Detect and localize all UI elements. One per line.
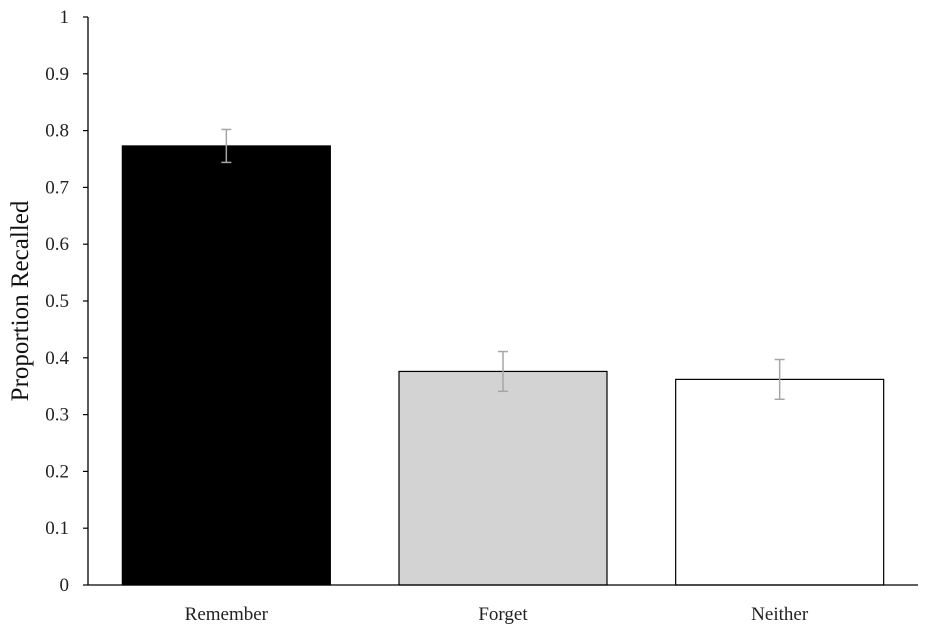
y-tick-label: 0.8 bbox=[45, 121, 69, 142]
y-tick-label: 0.1 bbox=[45, 518, 69, 539]
error-bar-remember bbox=[221, 128, 232, 164]
x-category-label-remember: Remember bbox=[185, 604, 269, 625]
x-category-label-neither: Neither bbox=[751, 604, 809, 625]
error-bar-neither bbox=[774, 358, 785, 401]
y-tick-label: 0.4 bbox=[45, 348, 69, 369]
x-category-label-forget: Forget bbox=[478, 604, 528, 625]
y-axis-title: Proportion Recalled bbox=[7, 200, 34, 401]
y-tick-label: 0 bbox=[60, 575, 70, 596]
y-tick-label: 0.9 bbox=[45, 64, 69, 85]
x-axis-labels: Remember Forget Neither bbox=[185, 604, 809, 625]
y-tick-label: 0.7 bbox=[45, 177, 69, 198]
y-axis-ticks: 0 0.1 0.2 0.3 0.4 0.5 0.6 0.7 0.8 0.9 1 bbox=[45, 7, 88, 596]
error-bars-group bbox=[221, 128, 785, 401]
bar-remember bbox=[121, 145, 331, 586]
bar-neither bbox=[675, 378, 885, 586]
y-tick-label: 0.2 bbox=[45, 461, 69, 482]
y-tick-label: 1 bbox=[60, 7, 70, 28]
y-tick-label: 0.3 bbox=[45, 405, 69, 426]
error-bar-forget bbox=[498, 350, 508, 393]
y-tick-label: 0.6 bbox=[45, 234, 69, 255]
bars-group bbox=[121, 145, 885, 586]
bar-forget bbox=[398, 370, 608, 586]
y-tick-label: 0.5 bbox=[45, 291, 69, 312]
